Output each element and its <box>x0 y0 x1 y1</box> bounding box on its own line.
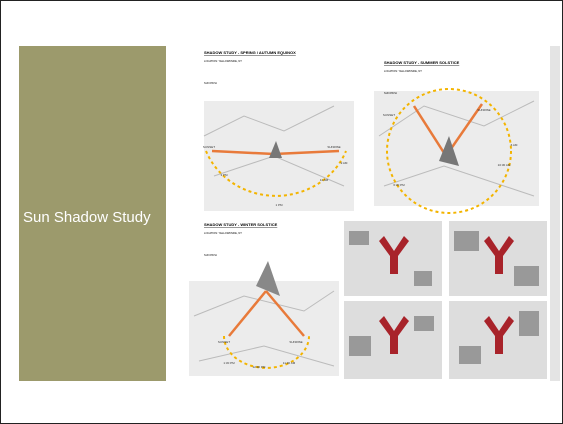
time-label: 6:30 PM <box>393 183 405 187</box>
study-location: LOCATION: YELLOWKNIFE, NT <box>204 59 242 63</box>
time-label: 10:30 AM <box>498 163 511 167</box>
sun-path-label: SUN PATH <box>204 81 217 85</box>
study-title: SHADOW STUDY - SPRING / AUTUMN EQUINOX <box>204 50 296 55</box>
sun-path-label: SUN PATH <box>204 253 217 257</box>
time-label: SUNRISE <box>289 340 302 344</box>
study-title: SHADOW STUDY - WINTER SOLSTICE <box>204 222 278 227</box>
time-label: 9 AM <box>341 161 348 165</box>
time-label: SUNSET <box>203 145 215 149</box>
time-label: 11:30 AM <box>283 361 296 365</box>
time-label: 1:30 PM <box>223 361 235 365</box>
sun-path-label: SUN PATH <box>384 91 397 95</box>
time-label: SUNRISE <box>477 108 490 112</box>
title-band <box>19 46 166 381</box>
time-label: 12:30 PM <box>253 365 266 369</box>
time-label: SUNSET <box>383 113 395 117</box>
study-location: LOCATION: YELLOWKNIFE, NT <box>384 69 422 73</box>
time-label: 6 AM <box>511 143 518 147</box>
study-title: SHADOW STUDY - SUMMER SOLSTICE <box>384 60 460 65</box>
slide-title: Sun Shadow Study <box>23 209 151 226</box>
time-label: 1 PM <box>275 203 283 207</box>
shadow-study-image: SHADOW STUDY - SPRING / AUTUMN EQUINOX LO… <box>184 46 560 381</box>
study-location: LOCATION: YELLOWKNIFE, NT <box>204 231 242 235</box>
time-label: 11 AM <box>320 178 329 182</box>
time-label: 3 PM <box>220 173 228 177</box>
time-label: SUNRISE <box>327 145 340 149</box>
time-label: SUNSET <box>218 340 230 344</box>
